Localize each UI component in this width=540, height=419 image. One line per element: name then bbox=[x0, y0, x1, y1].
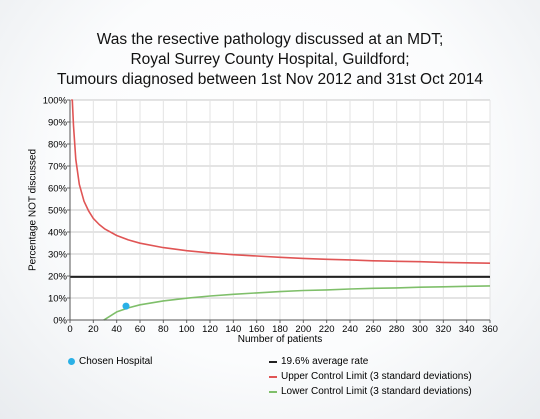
x-tick-label: 100 bbox=[179, 324, 195, 335]
legend-label-chosen-hospital: Chosen Hospital bbox=[79, 356, 153, 367]
legend-label-average-rate: 19.6% average rate bbox=[281, 356, 369, 367]
legend-swatch-upper-control-limit bbox=[269, 375, 277, 378]
x-tick-label: 280 bbox=[389, 324, 405, 335]
y-tick-label: 20% bbox=[48, 272, 68, 283]
x-tick-label: 360 bbox=[482, 324, 498, 335]
x-tick-label: 340 bbox=[459, 324, 475, 335]
legend-label-upper-control-limit: Upper Control Limit (3 standard deviatio… bbox=[281, 371, 472, 382]
x-tick-label: 60 bbox=[135, 324, 146, 335]
legend-swatch-average-rate bbox=[269, 360, 277, 363]
legend-item-upper-control-limit: Upper Control Limit (3 standard deviatio… bbox=[269, 371, 472, 382]
x-tick-label: 40 bbox=[111, 324, 122, 335]
chart-title-line-2: Royal Surrey County Hospital, Guildford; bbox=[130, 51, 410, 68]
legend-label-lower-control-limit: Lower Control Limit (3 standard deviatio… bbox=[281, 386, 472, 397]
chosen-hospital-point bbox=[122, 302, 130, 310]
y-tick-label: 90% bbox=[48, 118, 68, 129]
y-tick-label: 80% bbox=[48, 140, 68, 151]
chart-title-line-1: Was the resective pathology discussed at… bbox=[96, 31, 444, 48]
x-tick-label: 220 bbox=[319, 324, 335, 335]
y-tick-label: 60% bbox=[48, 184, 68, 195]
x-tick-label: 160 bbox=[249, 324, 265, 335]
x-tick-label: 0 bbox=[67, 324, 72, 335]
y-tick-label: 100% bbox=[43, 96, 68, 107]
legend-item-lower-control-limit: Lower Control Limit (3 standard deviatio… bbox=[269, 386, 472, 397]
y-tick-label: 70% bbox=[48, 162, 68, 173]
x-tick-label: 180 bbox=[272, 324, 288, 335]
y-axis-label: Percentage NOT discussed bbox=[27, 148, 39, 272]
x-tick-label: 200 bbox=[295, 324, 311, 335]
chart-title: Was the resective pathology discussed at… bbox=[0, 30, 540, 90]
x-tick-label: 260 bbox=[365, 324, 381, 335]
y-tick-label: 30% bbox=[48, 250, 68, 261]
legend-item-chosen-hospital: Chosen Hospital bbox=[68, 356, 152, 367]
legend-swatch-chosen-hospital bbox=[68, 358, 75, 365]
chart-title-line-3: Tumours diagnosed between 1st Nov 2012 a… bbox=[57, 71, 483, 88]
x-tick-label: 320 bbox=[435, 324, 451, 335]
x-tick-label: 80 bbox=[158, 324, 169, 335]
y-tick-label: 10% bbox=[48, 294, 68, 305]
y-tick-label: 50% bbox=[48, 206, 68, 217]
y-tick-label: 40% bbox=[48, 228, 68, 239]
x-tick-label: 240 bbox=[342, 324, 358, 335]
y-tick-label: 0% bbox=[53, 316, 67, 327]
upper-control-limit-line bbox=[71, 99, 491, 264]
x-axis-label: Number of patients bbox=[237, 334, 323, 345]
lower-control-limit-line bbox=[103, 285, 491, 321]
legend-item-average-rate: 19.6% average rate bbox=[269, 356, 368, 367]
x-tick-label: 300 bbox=[412, 324, 428, 335]
x-tick-label: 120 bbox=[202, 324, 218, 335]
x-tick-label: 20 bbox=[88, 324, 99, 335]
legend-swatch-lower-control-limit bbox=[269, 390, 277, 393]
x-tick-label: 140 bbox=[225, 324, 241, 335]
